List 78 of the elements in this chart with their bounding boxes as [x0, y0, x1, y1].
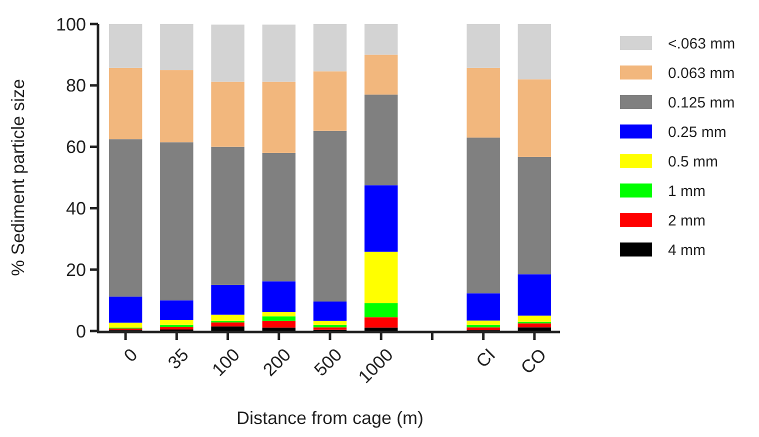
bar [364, 24, 398, 55]
bar [518, 323, 552, 328]
bar [211, 146, 244, 285]
legend-label: 1 mm [668, 182, 706, 200]
bar [160, 142, 194, 300]
y-tick-label: 80 [66, 76, 86, 96]
y-axis-title: % Sediment particle size [8, 78, 28, 276]
legend-label: 0.063 mm [668, 64, 735, 82]
legend-label: 0.125 mm [668, 94, 735, 112]
bar [313, 130, 347, 302]
bar [262, 328, 296, 331]
bar [364, 328, 398, 331]
bar [160, 300, 194, 320]
bar [160, 324, 194, 328]
bar [160, 320, 194, 325]
x-tick-label: 35 [164, 344, 192, 373]
y-tick-label: 20 [66, 260, 86, 280]
x-tick-label: 500 [310, 344, 346, 380]
y-tick-label: 0 [76, 321, 86, 342]
bar [108, 24, 142, 68]
bar [160, 70, 194, 142]
bar [262, 24, 296, 82]
bar [518, 316, 552, 322]
bar [364, 185, 398, 252]
bar [313, 71, 347, 131]
bar [466, 68, 500, 138]
legend-label: 0.25 mm [668, 124, 726, 141]
y-tick-label: 100 [56, 14, 86, 34]
bar [211, 82, 244, 147]
bar [262, 82, 296, 153]
bar [108, 322, 142, 328]
bar [466, 24, 500, 68]
bar [364, 317, 398, 328]
bar [364, 252, 398, 304]
legend-label: 4 mm [668, 242, 706, 259]
bar [518, 274, 552, 316]
bar [364, 94, 398, 186]
bar [160, 24, 194, 70]
bar [466, 327, 500, 330]
bar [518, 327, 552, 331]
bar [262, 320, 296, 328]
bar [313, 24, 347, 72]
bar [211, 284, 244, 315]
bar [211, 314, 244, 321]
bar [211, 326, 244, 331]
x-tick-label: 200 [259, 344, 295, 380]
bar [518, 156, 552, 274]
x-tick-label: CI [472, 344, 500, 372]
bar [518, 24, 552, 80]
legend-label: 2 mm [668, 212, 706, 230]
bar [262, 312, 296, 316]
bar [466, 293, 500, 321]
x-axis-title: Distance from cage (m) [236, 408, 424, 428]
bar [466, 320, 500, 325]
bar [262, 152, 296, 282]
legend-label: 0.5 mm [668, 153, 718, 170]
x-tick-label: 100 [208, 344, 244, 380]
bar [108, 296, 142, 323]
bar [313, 302, 347, 321]
bar [262, 281, 296, 312]
bar [108, 139, 142, 297]
bar [211, 322, 244, 326]
bar [466, 138, 500, 294]
bar [313, 324, 347, 328]
bar [364, 54, 398, 95]
bar [364, 303, 398, 318]
bar [313, 327, 347, 330]
legend-label: <.063 mm [668, 35, 736, 52]
bar [518, 79, 552, 157]
bar [211, 24, 244, 82]
bar [262, 316, 296, 321]
x-tick-label: CO [516, 344, 550, 378]
bar [466, 324, 500, 328]
y-tick-label: 40 [66, 198, 86, 218]
bar [313, 320, 347, 325]
x-tick-label: 0 [120, 344, 142, 366]
bar [108, 68, 142, 140]
y-tick-label: 60 [66, 137, 86, 158]
